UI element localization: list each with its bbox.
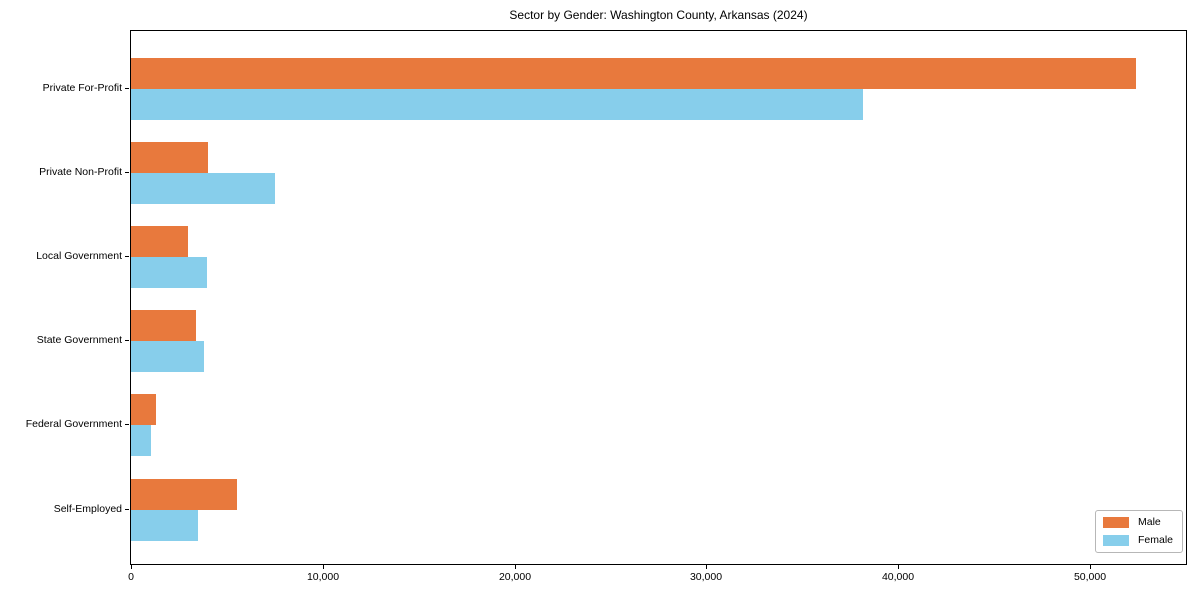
plot-area: Male Female bbox=[130, 30, 1187, 565]
legend-item-male: Male bbox=[1102, 516, 1173, 528]
x-tick-mark bbox=[131, 565, 132, 569]
legend-item-female: Female bbox=[1102, 534, 1173, 546]
x-tick-label-0: 0 bbox=[128, 571, 134, 583]
y-category-label-federal-government: Federal Government bbox=[25, 418, 122, 431]
legend-label-male: Male bbox=[1137, 516, 1161, 528]
y-tick-mark bbox=[125, 172, 129, 174]
y-tick-mark bbox=[125, 340, 129, 342]
bar-female-private-non-profit bbox=[131, 173, 275, 205]
x-tick-label-10000: 10,000 bbox=[306, 571, 340, 583]
bar-male-local-government bbox=[131, 226, 188, 258]
bar-female-state-government bbox=[131, 341, 204, 373]
bar-male-private-non-profit bbox=[131, 142, 208, 174]
x-tick-label-20000: 20,000 bbox=[498, 571, 532, 583]
x-tick-label-50000: 50,000 bbox=[1073, 571, 1107, 583]
x-tick-mark bbox=[323, 565, 324, 569]
y-category-label-private-for-profit: Private For-Profit bbox=[42, 82, 122, 94]
bar-male-private-for-profit bbox=[131, 58, 1136, 89]
legend-swatch-male bbox=[1102, 517, 1129, 528]
bar-female-self-employed bbox=[131, 509, 198, 541]
y-category-label-private-non-profit: Private Non-Profit bbox=[39, 166, 122, 179]
y-tick-mark bbox=[125, 88, 129, 89]
y-tick-mark bbox=[125, 424, 129, 426]
x-tick-mark bbox=[706, 565, 707, 569]
bar-female-private-for-profit bbox=[131, 89, 863, 120]
y-tick-mark bbox=[125, 256, 129, 258]
y-axis-category-labels: Private For-Profit Private Non-Profit Loca… bbox=[0, 30, 122, 565]
bar-female-local-government bbox=[131, 257, 207, 289]
y-category-label-self-employed: Self-Employed bbox=[53, 502, 122, 515]
chart-title: Sector by Gender: Washington County, Ark… bbox=[509, 8, 808, 22]
legend-swatch-female bbox=[1102, 535, 1129, 546]
bar-male-state-government bbox=[131, 310, 196, 342]
legend-label-female: Female bbox=[1137, 534, 1173, 546]
bar-male-federal-government bbox=[131, 394, 156, 426]
x-tick-mark bbox=[898, 565, 899, 569]
bar-female-federal-government bbox=[131, 425, 151, 457]
y-tick-mark bbox=[125, 508, 129, 510]
bar-male-self-employed bbox=[131, 478, 237, 510]
y-category-label-state-government: State Government bbox=[36, 334, 122, 347]
chart-legend: Male Female bbox=[1094, 510, 1183, 553]
x-tick-label-30000: 30,000 bbox=[689, 571, 723, 583]
y-category-label-local-government: Local Government bbox=[36, 250, 122, 263]
x-tick-mark bbox=[515, 565, 516, 569]
x-tick-label-40000: 40,000 bbox=[881, 571, 915, 583]
x-tick-mark bbox=[1090, 565, 1091, 569]
